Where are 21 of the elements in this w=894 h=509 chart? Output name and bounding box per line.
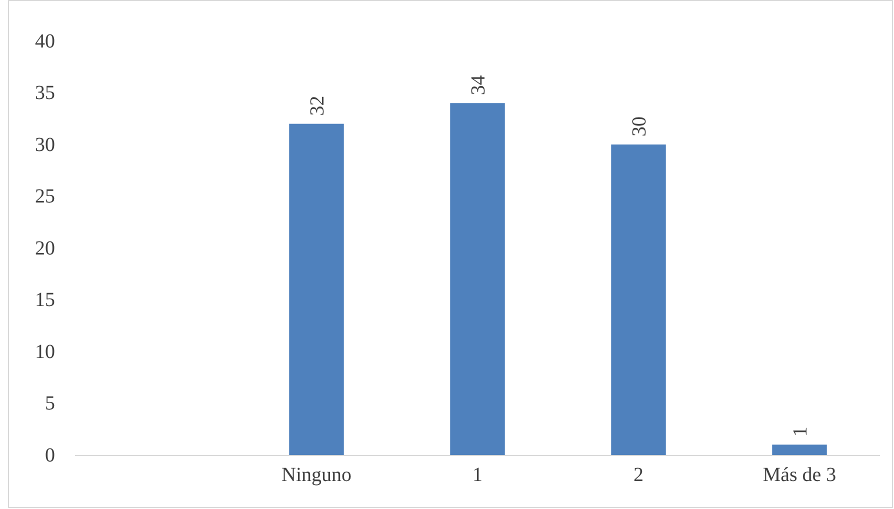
y-tick-label: 30 <box>35 134 55 156</box>
y-tick-label: 10 <box>35 340 55 363</box>
bar <box>772 444 827 455</box>
x-tick-label: Más de 3 <box>762 464 836 486</box>
y-tick-label: 40 <box>35 30 55 52</box>
data-label: 30 <box>628 116 650 136</box>
y-tick-label: 20 <box>35 237 55 260</box>
y-tick-label: 35 <box>35 82 55 104</box>
x-tick-label: 1 <box>472 464 482 486</box>
data-label: 1 <box>790 426 812 437</box>
data-label: 32 <box>306 96 328 116</box>
y-tick-label: 15 <box>35 289 55 312</box>
data-label: 34 <box>468 75 490 96</box>
y-tick-label: 5 <box>45 392 55 415</box>
y-tick-label: 25 <box>35 186 55 208</box>
bar <box>450 103 505 455</box>
y-tick-label: 0 <box>45 444 55 466</box>
x-tick-label: Ninguno <box>282 464 352 486</box>
bar <box>289 124 344 455</box>
x-tick-label: 2 <box>634 464 644 486</box>
bar <box>611 144 666 455</box>
